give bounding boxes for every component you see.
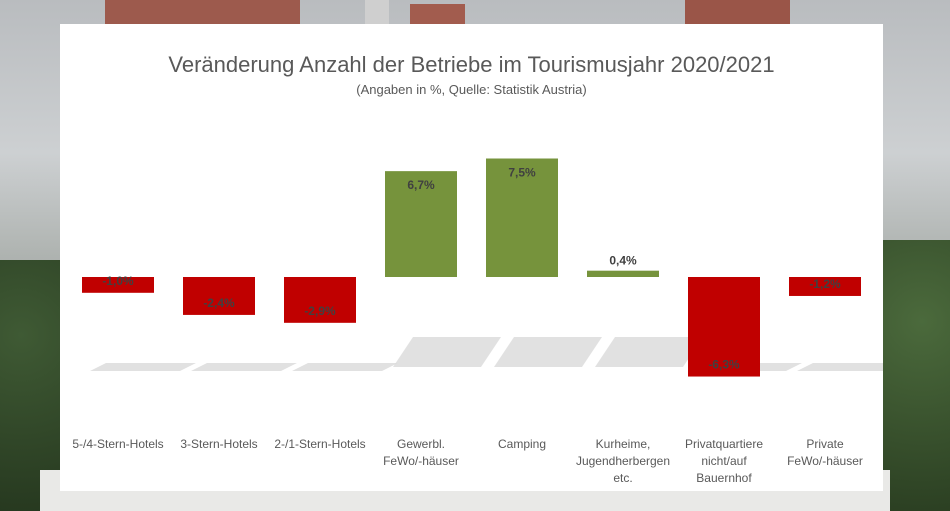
bar-shadow: [393, 337, 501, 367]
data-label: 7,5%: [508, 166, 536, 180]
category-label-line: etc.: [613, 471, 633, 485]
category-label: Private FeWo/-häuser: [765, 436, 885, 470]
data-label: -2,4%: [203, 296, 235, 310]
bar-5: [486, 158, 558, 277]
bar-shadow: [494, 337, 602, 367]
chart-subtitle: (Angaben in %, Quelle: Statistik Austria…: [356, 82, 587, 97]
category-label-line: Private: [806, 437, 844, 451]
data-label: -2,9%: [304, 304, 336, 318]
background-roof-right: [685, 0, 790, 24]
bar-shadow: [191, 363, 297, 371]
bar-chart-plot: -1,0% -2,4% -2,9% 6,7% 7,5% 0,4% -6,3% -1,2%: [82, 158, 883, 377]
background-roof-middle: [410, 4, 465, 24]
category-label-line: nicht/auf: [701, 454, 747, 468]
bar-shadow: [797, 363, 883, 371]
category-label-line: Privatquartiere: [684, 437, 764, 451]
category-label: Kurheime, Jugendherbergen etc.: [563, 436, 683, 487]
bar-4: [385, 171, 457, 277]
bar-8: [789, 277, 861, 296]
category-label-line: 3-Stern-Hotels: [180, 437, 258, 451]
bar-3: [284, 277, 356, 323]
category-label: Gewerbl. FeWo/-häuser: [361, 436, 481, 470]
data-label: 0,4%: [609, 254, 637, 268]
category-label-line: FeWo/-häuser: [383, 454, 459, 468]
data-label: -1,0%: [102, 274, 134, 288]
category-label-line: Kurheime,: [595, 437, 651, 451]
data-label: -1,2%: [809, 277, 841, 291]
bar-6: [587, 270, 659, 277]
data-label: -6,3%: [708, 358, 740, 372]
chart-panel: Veränderung Anzahl der Betriebe im Touri…: [60, 24, 883, 491]
category-label-line: FeWo/-häuser: [787, 454, 863, 468]
bar-2: [183, 277, 255, 315]
category-label-line: Gewerbl.: [396, 437, 446, 451]
bar-1: [82, 277, 154, 293]
background-roof-left: [105, 0, 300, 24]
category-label-line: Jugendherbergen: [575, 454, 671, 468]
bar-shadow: [292, 363, 398, 371]
category-label-line: 5-/4-Stern-Hotels: [72, 437, 164, 451]
category-label-line: Camping: [497, 437, 547, 451]
data-label: 6,7%: [407, 178, 435, 192]
background-forest-right: [880, 240, 950, 511]
bar-7: [688, 277, 760, 377]
bar-shadow: [595, 337, 703, 367]
category-label-line: 2-/1-Stern-Hotels: [274, 437, 366, 451]
background-forest-left: [0, 260, 70, 511]
category-label: 2-/1-Stern-Hotels: [260, 436, 380, 453]
category-label: Privatquartiere nicht/auf Bauernhof: [664, 436, 784, 487]
category-label: 3-Stern-Hotels: [159, 436, 279, 453]
chart-title: Veränderung Anzahl der Betriebe im Touri…: [168, 52, 775, 77]
background-chimney: [365, 0, 389, 24]
category-label: Camping: [462, 436, 582, 453]
category-label-line: Bauernhof: [696, 471, 752, 485]
bar-shadow: [90, 363, 196, 371]
category-label: 5-/4-Stern-Hotels: [58, 436, 178, 453]
